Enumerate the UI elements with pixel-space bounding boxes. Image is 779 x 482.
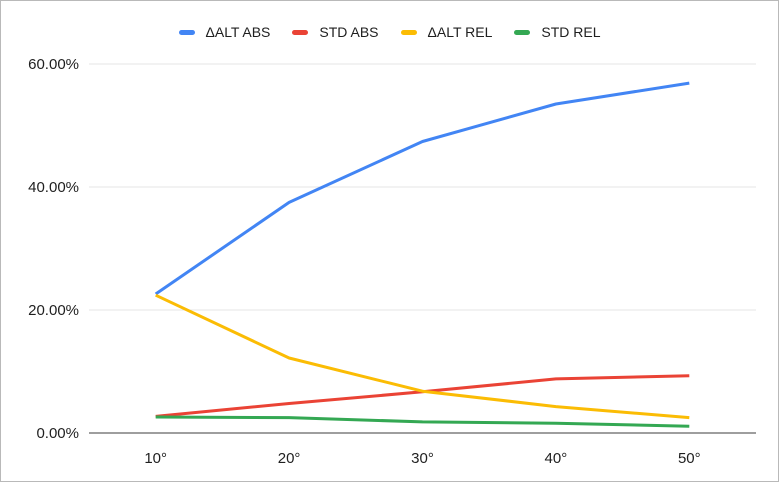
legend-swatch-std-rel bbox=[514, 29, 531, 35]
series-line-alt-abs bbox=[154, 81, 690, 296]
x-axis-tick-label: 20° bbox=[278, 450, 301, 467]
legend-item-std-abs: STD ABS bbox=[292, 24, 379, 40]
legend-swatch-dalt-abs bbox=[178, 29, 195, 35]
y-axis-tick-label: 20.00% bbox=[28, 302, 79, 319]
legend-swatch-dalt-rel bbox=[400, 29, 417, 35]
x-axis-tick-label: 50° bbox=[678, 450, 701, 467]
x-axis-tick-label: 40° bbox=[545, 450, 568, 467]
legend-label-dalt-rel: ΔALT REL bbox=[427, 24, 493, 40]
legend-item-dalt-rel: ΔALT REL bbox=[400, 24, 493, 40]
legend-item-std-rel: STD REL bbox=[514, 24, 601, 40]
x-axis-tick-label: 10° bbox=[144, 450, 167, 467]
x-axis-tick-label: 30° bbox=[411, 450, 434, 467]
legend-label-std-rel: STD REL bbox=[541, 24, 601, 40]
legend-swatch-std-abs bbox=[292, 29, 309, 35]
legend-label-dalt-abs: ΔALT ABS bbox=[205, 24, 271, 40]
legend-label-std-abs: STD ABS bbox=[319, 24, 379, 40]
series-line-alt-rel bbox=[155, 293, 690, 420]
series-line-std-rel bbox=[155, 415, 690, 428]
y-axis-tick-label: 60.00% bbox=[28, 56, 79, 73]
y-axis-tick-label: 0.00% bbox=[36, 425, 79, 442]
chart-legend: ΔALT ABS STD ABS ΔALT REL STD REL bbox=[1, 23, 778, 41]
y-axis-tick-label: 40.00% bbox=[28, 179, 79, 196]
legend-item-dalt-abs: ΔALT ABS bbox=[178, 24, 271, 40]
